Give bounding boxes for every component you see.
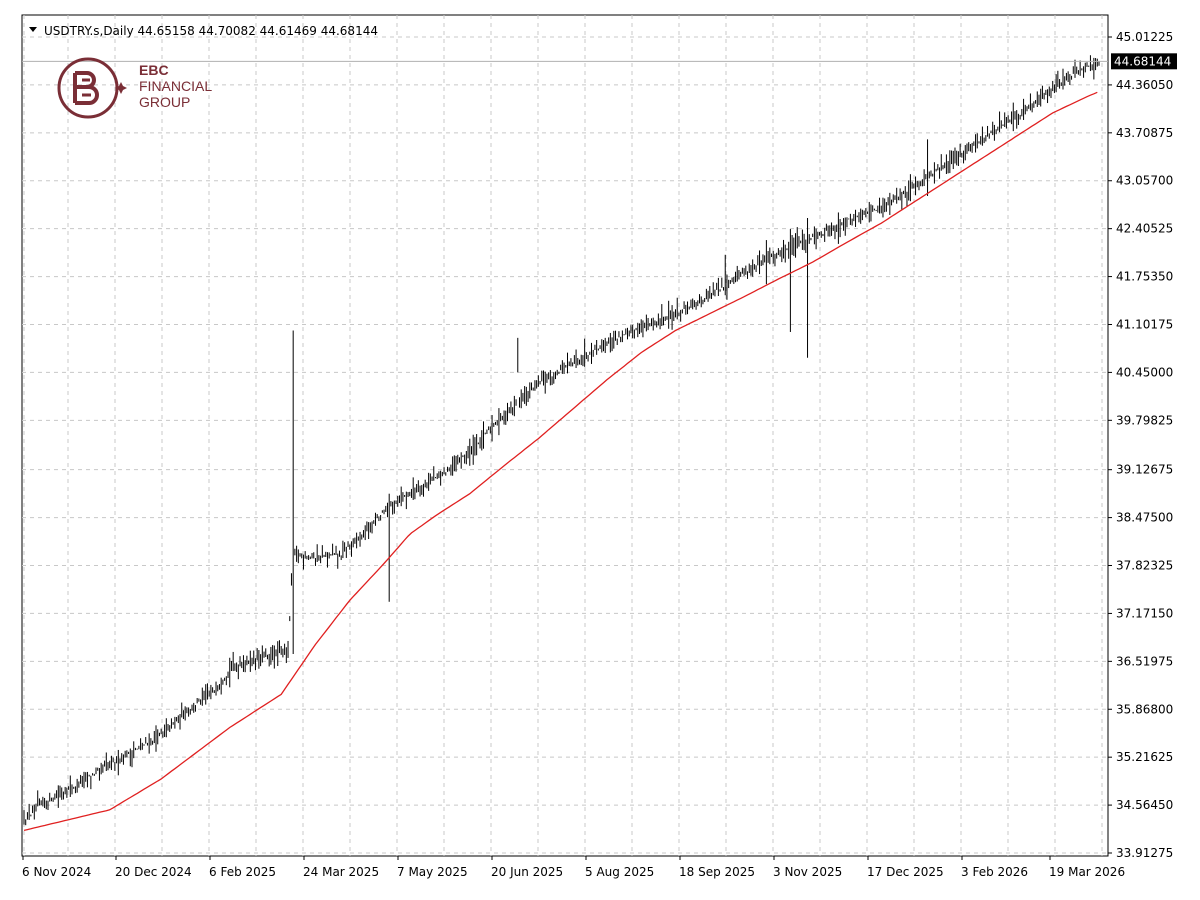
x-tick-label: 5 Aug 2025: [585, 865, 654, 879]
current-price-label: 44.68144: [1114, 54, 1171, 68]
y-tick-label: 34.56450: [1116, 798, 1173, 812]
x-tick-label: 3 Nov 2025: [773, 865, 842, 879]
plot-frame: [21, 14, 1109, 857]
x-tick-label: 17 Dec 2025: [867, 865, 944, 879]
y-tick-label: 37.17150: [1116, 606, 1173, 620]
y-tick-label: 38.47500: [1116, 511, 1173, 525]
ohlc-bars: [23, 55, 1100, 826]
y-tick-label: 40.45000: [1116, 365, 1173, 379]
triangle-down-icon[interactable]: [29, 27, 37, 32]
symbol-header: USDTRY.s,Daily 44.65158 44.70082 44.6146…: [44, 24, 378, 38]
y-tick-label: 41.10175: [1116, 317, 1173, 331]
y-tick-label: 33.91275: [1116, 846, 1173, 860]
x-tick-label: 18 Sep 2025: [679, 865, 755, 879]
logo-line-3: GROUP: [139, 94, 191, 110]
x-tick-label: 3 Feb 2026: [961, 865, 1028, 879]
x-tick-label: 19 Mar 2026: [1049, 865, 1125, 879]
x-tick-label: 20 Dec 2024: [115, 865, 192, 879]
ebc-logo: EBC FINANCIAL GROUP: [55, 56, 245, 120]
logo-line-1: EBC: [139, 62, 169, 78]
y-tick-label: 36.51975: [1116, 654, 1173, 668]
y-tick-label: 44.36050: [1116, 78, 1173, 92]
y-tick-label: 43.70875: [1116, 126, 1173, 140]
logo-line-2: FINANCIAL: [139, 78, 213, 94]
y-tick-label: 39.79825: [1116, 413, 1173, 427]
x-tick-label: 24 Mar 2025: [303, 865, 379, 879]
x-tick-label: 6 Nov 2024: [22, 865, 91, 879]
x-tick-label: 6 Feb 2025: [209, 865, 276, 879]
y-tick-label: 43.05700: [1116, 174, 1173, 188]
y-tick-label: 35.21625: [1116, 750, 1173, 764]
y-tick-label: 39.12675: [1116, 463, 1173, 477]
ebc-monogram-icon: [57, 57, 127, 119]
x-tick-label: 20 Jun 2025: [491, 865, 563, 879]
y-tick-label: 42.40525: [1116, 222, 1173, 236]
y-tick-label: 41.75350: [1116, 270, 1173, 284]
x-tick-label: 7 May 2025: [397, 865, 468, 879]
y-tick-label: 45.01225: [1116, 30, 1173, 44]
current-price-badge: [1111, 53, 1177, 70]
y-tick-label: 37.82325: [1116, 559, 1173, 573]
y-tick-label: 35.86800: [1116, 702, 1173, 716]
moving-average-line: [23, 91, 1098, 832]
